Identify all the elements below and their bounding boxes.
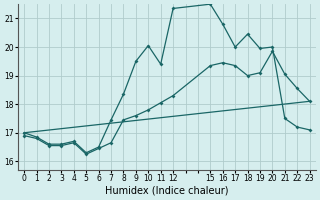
X-axis label: Humidex (Indice chaleur): Humidex (Indice chaleur) xyxy=(105,186,229,196)
